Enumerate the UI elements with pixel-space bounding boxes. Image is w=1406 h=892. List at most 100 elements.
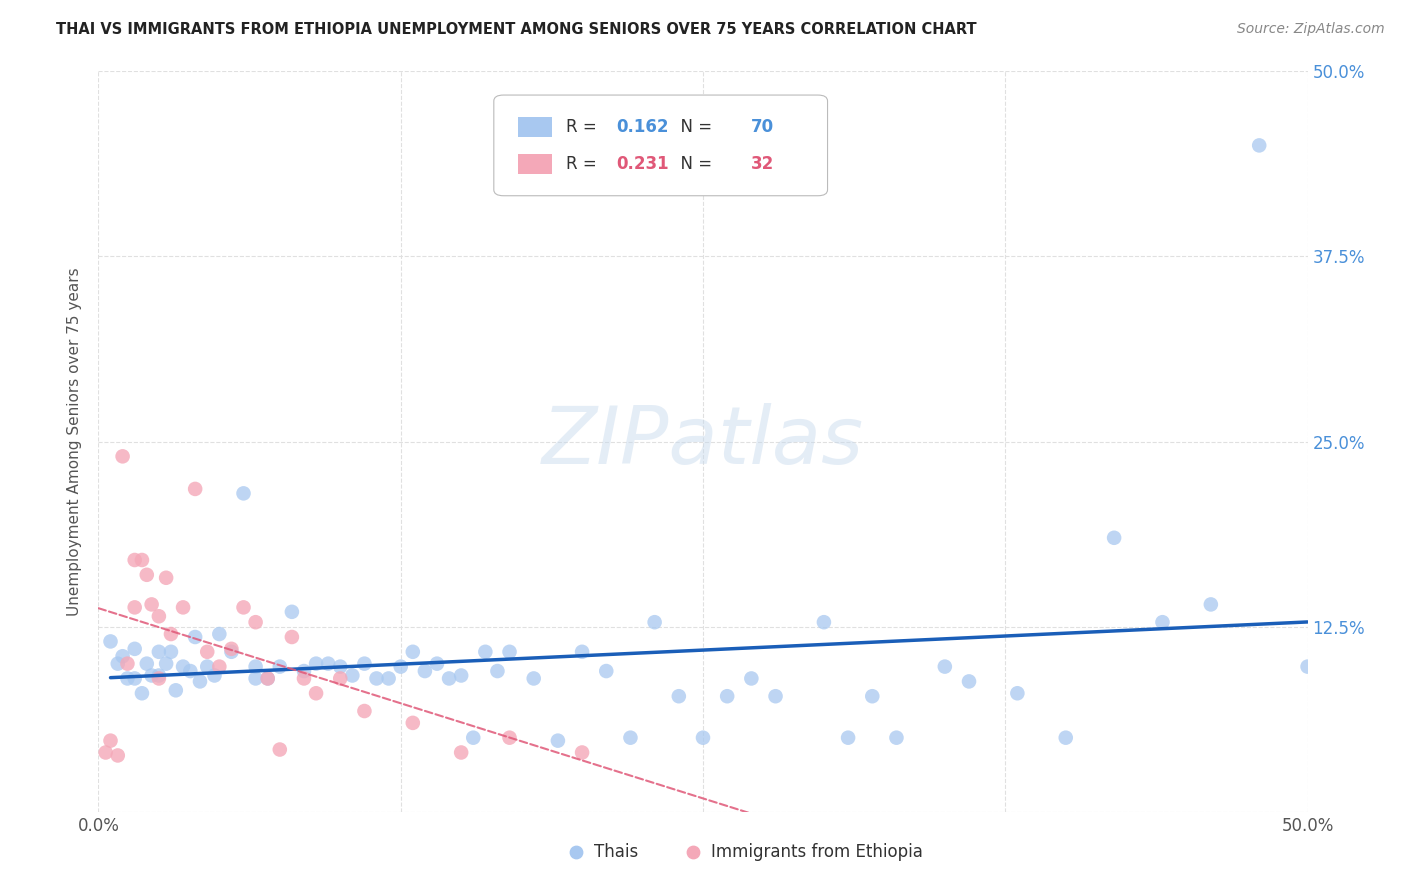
Point [463,731,485,745]
Point [232,600,254,615]
Point [245,672,267,686]
Point [100,733,122,747]
FancyBboxPatch shape [494,95,828,195]
Point [644,615,666,630]
Point [523,672,546,686]
Point [111,450,134,464]
Point [292,672,315,686]
Point [179,664,201,678]
Point [886,731,908,745]
Point [353,657,375,671]
Point [148,668,170,682]
Point [184,630,207,644]
Point [402,645,425,659]
Text: 0.162: 0.162 [616,118,668,136]
Point [329,659,352,673]
Point [232,486,254,500]
Text: N =: N = [671,155,717,173]
Point [135,567,157,582]
Point [221,645,243,659]
Text: THAI VS IMMIGRANTS FROM ETHIOPIA UNEMPLOYMENT AMONG SENIORS OVER 75 YEARS CORREL: THAI VS IMMIGRANTS FROM ETHIOPIA UNEMPLO… [56,22,977,37]
Point [765,690,787,704]
Point [124,641,146,656]
Point [117,672,139,686]
Point [100,634,122,648]
Point [124,600,146,615]
Text: Source: ZipAtlas.com: Source: ZipAtlas.com [1237,22,1385,37]
Point [131,553,153,567]
Y-axis label: Unemployment Among Seniors over 75 years: Unemployment Among Seniors over 75 years [67,268,83,615]
Point [269,659,291,673]
Point [281,605,304,619]
Point [740,672,762,686]
Point [221,641,243,656]
Text: 0.231: 0.231 [616,155,669,173]
Point [281,630,304,644]
Point [172,600,194,615]
Point [208,627,231,641]
Point [486,664,509,678]
Point [329,672,352,686]
Point [292,664,315,678]
Point [305,657,328,671]
Point [342,668,364,682]
Point [160,645,183,659]
Point [1102,531,1125,545]
Point [1199,598,1222,612]
Text: R =: R = [567,118,602,136]
Point [595,664,617,678]
Text: ZIPatlas: ZIPatlas [541,402,865,481]
Point [131,686,153,700]
Point [107,748,129,763]
Point [934,659,956,673]
Point [1054,731,1077,745]
Point [498,645,520,659]
Text: 70: 70 [751,118,775,136]
Point [426,657,449,671]
Point [860,690,883,704]
Point [813,615,835,630]
Point [124,672,146,686]
Point [165,683,187,698]
Point [155,571,177,585]
Point [1007,686,1029,700]
FancyBboxPatch shape [517,153,553,174]
Point [148,609,170,624]
Point [498,731,520,745]
Point [547,733,569,747]
Point [172,659,194,673]
Point [107,657,129,671]
Point [413,664,436,678]
Text: R =: R = [567,155,602,173]
Point [402,715,425,730]
Point [148,645,170,659]
Point [692,731,714,745]
Point [305,686,328,700]
Point [160,627,183,641]
Point [1296,659,1319,673]
Text: N =: N = [671,118,717,136]
Point [389,659,412,673]
Point [188,674,211,689]
Point [1277,886,1299,892]
Point [245,615,267,630]
Text: Immigrants from Ethiopia: Immigrants from Ethiopia [711,844,924,862]
Point [204,668,226,682]
Point [94,746,117,760]
Point [269,742,291,756]
Point [366,672,388,686]
FancyBboxPatch shape [517,117,553,137]
Point [716,690,738,704]
Point [135,657,157,671]
Point [957,674,980,689]
Point [111,649,134,664]
Point [141,598,163,612]
Point [571,746,593,760]
Point [619,731,641,745]
Point [450,746,472,760]
Point [195,645,218,659]
Point [437,672,460,686]
Point [571,645,593,659]
Point [124,553,146,567]
Point [208,659,231,673]
